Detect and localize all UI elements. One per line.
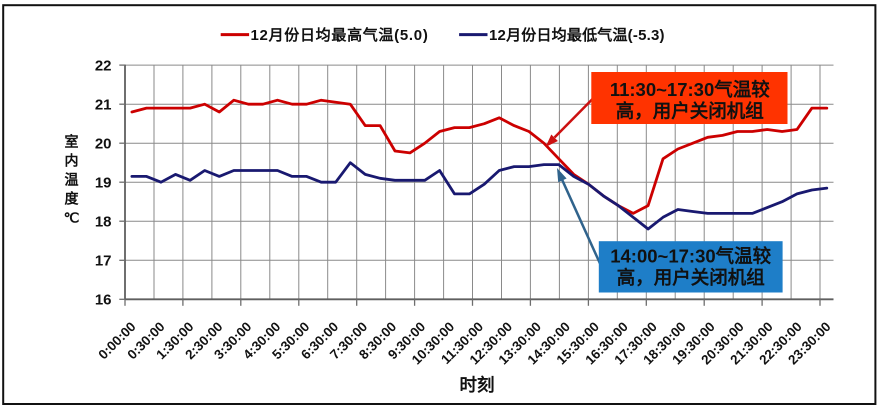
svg-text:室: 室	[65, 134, 79, 150]
svg-text:温: 温	[65, 172, 79, 188]
svg-text:16: 16	[95, 292, 112, 309]
svg-text:℃: ℃	[64, 210, 80, 226]
svg-text:时刻: 时刻	[460, 375, 495, 395]
svg-text:17: 17	[95, 253, 112, 270]
svg-text:14:00~17:30气温较: 14:00~17:30气温较	[610, 246, 771, 267]
svg-text:21: 21	[95, 96, 112, 113]
svg-text:度: 度	[65, 191, 80, 207]
svg-text:12月份日均最低气温(-5.3): 12月份日均最低气温(-5.3)	[489, 26, 665, 44]
svg-text:内: 内	[65, 153, 79, 169]
svg-text:12月份日均最高气温(5.0): 12月份日均最高气温(5.0)	[251, 26, 429, 44]
svg-text:高，用户关闭机组: 高，用户关闭机组	[617, 267, 766, 288]
svg-text:18: 18	[95, 213, 112, 230]
svg-text:22: 22	[95, 57, 112, 74]
svg-text:11:30~17:30气温较: 11:30~17:30气温较	[610, 79, 770, 100]
svg-text:19: 19	[95, 174, 112, 191]
svg-text:20: 20	[95, 135, 112, 152]
svg-text:高，用户关闭机组: 高，用户关闭机组	[616, 101, 765, 122]
